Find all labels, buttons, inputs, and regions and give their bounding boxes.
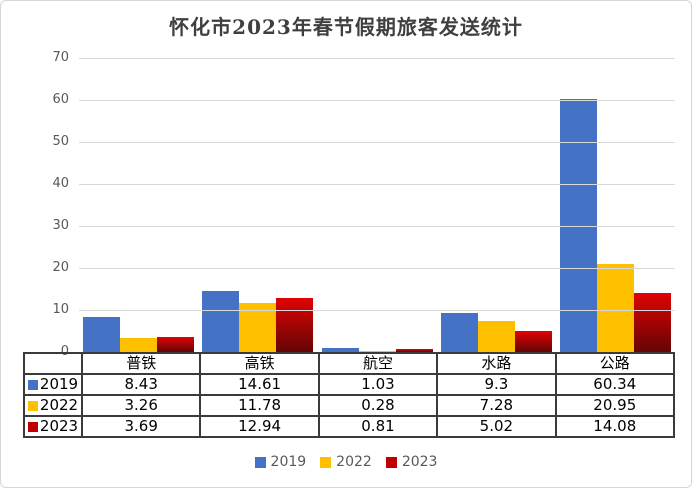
bar-2019 [202,290,240,352]
bar-2022 [358,350,396,352]
table-category-header: 普铁 [80,352,202,375]
table-category-header: 航空 [317,352,439,375]
table-header-row: 普铁 高铁 航空 水路 公路 [23,352,676,375]
bar-group [317,58,436,352]
legend-label: 2023 [401,454,438,470]
table-value-cell: 0.81 [317,415,439,438]
gridline [79,310,675,311]
y-tick-label: 10 [52,302,69,317]
table-category-header: 水路 [436,352,557,375]
plot-area [79,58,675,352]
bar-group [556,58,675,352]
table-value-cell: 60.34 [554,373,676,396]
chart-title: 怀化市2023年春节假期旅客发送统计 [169,15,523,39]
y-tick-label: 0 [60,344,69,359]
legend-label: 2019 [270,454,307,470]
gridline [79,184,675,185]
legend-label: 2022 [336,454,372,470]
table-series-label: 2019 [23,373,83,396]
legend-item-2022: 2022 [320,454,372,470]
bar-2023 [395,348,433,352]
bar-group [79,58,198,352]
bar-2023 [276,297,314,352]
table-value-cell: 14.08 [554,415,676,438]
y-tick-label: 70 [52,50,69,65]
y-tick-label: 30 [52,218,69,233]
table-category-header: 高铁 [199,352,320,375]
table-series-label: 2023 [23,415,83,438]
series-swatch-icon [27,380,38,390]
legend-swatch-icon [320,456,332,468]
table-value-cell: 1.03 [317,373,439,396]
bar-2023 [633,292,671,352]
y-tick-label: 60 [52,92,69,107]
legend: 2019 2022 2023 [1,453,691,471]
table-value-cell: 0.28 [317,394,439,417]
bar-2019 [321,347,359,352]
table-row: 2022 3.26 11.78 0.28 7.28 20.95 [23,394,676,417]
table-value-cell: 3.26 [80,394,202,417]
bar-2023 [514,330,552,352]
bar-2019 [559,98,597,352]
data-table: 普铁 高铁 航空 水路 公路 2019 8.43 14.61 1.03 9.3 60.34 2022 3… [23,352,676,438]
table-value-cell: 8.43 [80,373,202,396]
legend-item-2019: 2019 [254,454,307,470]
table-value-cell: 5.02 [436,415,557,438]
series-swatch-icon [27,422,38,432]
legend-item-2023: 2023 [385,454,438,470]
table-value-cell: 9.3 [436,373,557,396]
table-row: 2019 8.43 14.61 1.03 9.3 60.34 [23,373,676,396]
bar-2022 [596,264,634,352]
bar-2022 [120,338,158,352]
gridline [79,142,675,143]
y-tick-label: 40 [52,176,69,191]
gridline [79,226,675,227]
table-value-cell: 12.94 [199,415,320,438]
bar-group [198,58,317,352]
table-series-label: 2022 [23,394,83,417]
table-value-cell: 11.78 [199,394,320,417]
gridline [79,100,675,101]
table-value-cell: 7.28 [436,394,557,417]
bar-2019 [83,316,121,352]
bar-2019 [440,312,478,352]
gridline [79,268,675,269]
bar-2023 [157,336,195,352]
legend-swatch-icon [385,456,397,468]
legend-swatch-icon [254,456,266,468]
y-tick-label: 50 [52,134,69,149]
gridline [79,58,675,59]
table-value-cell: 14.61 [199,373,320,396]
y-tick-label: 20 [52,260,69,275]
table-corner-blank [23,352,83,375]
bar-2022 [477,321,515,352]
table-row: 2023 3.69 12.94 0.81 5.02 14.08 [23,415,676,438]
table-value-cell: 3.69 [80,415,202,438]
table-value-cell: 20.95 [554,394,676,417]
series-swatch-icon [27,401,38,411]
table-category-header: 公路 [554,352,676,375]
bar-group [437,58,556,352]
bar-groups [79,58,675,352]
